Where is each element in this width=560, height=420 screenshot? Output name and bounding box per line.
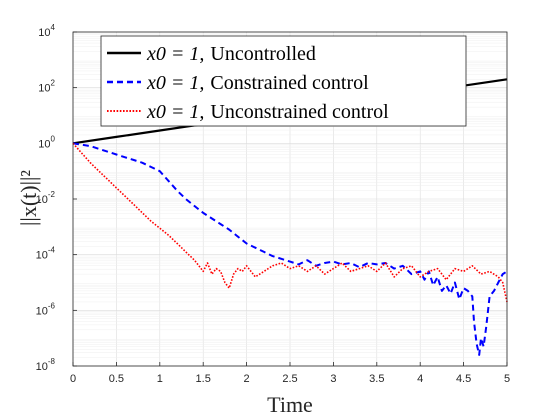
x-tick-label: 1 — [157, 373, 163, 385]
legend: x0 = 1, Uncontrolled x0 = 1, Constrained co… — [100, 35, 467, 127]
legend-entry: x0 = 1, Constrained control — [146, 72, 369, 94]
legend-entry: x0 = 1, Unconstrained control — [146, 101, 389, 123]
series-line — [72, 142, 508, 356]
x-tick-label: 1.5 — [196, 373, 211, 385]
y-tick-label: 100 — [38, 134, 55, 150]
y-axis-ticks: 10-8 10-6 10-4 10-2 100 102 104 — [36, 23, 77, 373]
plot-frame — [72, 31, 508, 367]
x-tick-label: 4.5 — [456, 373, 471, 385]
y-tick-label: 10-2 — [36, 190, 56, 206]
legend-entry: x0 = 1, Uncontrolled — [146, 43, 316, 65]
x-tick-label: 4 — [417, 373, 423, 385]
y-tick-label: 102 — [38, 79, 55, 95]
y-tick-label: 10-6 — [36, 301, 56, 317]
series-line — [72, 142, 508, 303]
y-axis-label: ||x(t)||² — [16, 170, 41, 226]
x-tick-label: 0 — [70, 373, 76, 385]
x-axis-label: Time — [267, 392, 313, 417]
x-tick-label: 0.5 — [109, 373, 124, 385]
x-tick-label: 2.5 — [282, 373, 297, 385]
y-tick-label: 10-4 — [36, 246, 56, 262]
y-tick-label: 10-8 — [36, 357, 56, 373]
y-tick-label: 104 — [38, 23, 55, 39]
legend-box — [100, 35, 467, 127]
x-tick-label: 3 — [330, 373, 336, 385]
x-tick-label: 3.5 — [369, 373, 384, 385]
x-tick-label: 5 — [504, 373, 510, 385]
x-tick-label: 2 — [244, 373, 250, 385]
x-axis-ticks: 0 0.5 1 1.5 2 2.5 3 3.5 4 4.5 5 — [70, 362, 510, 385]
